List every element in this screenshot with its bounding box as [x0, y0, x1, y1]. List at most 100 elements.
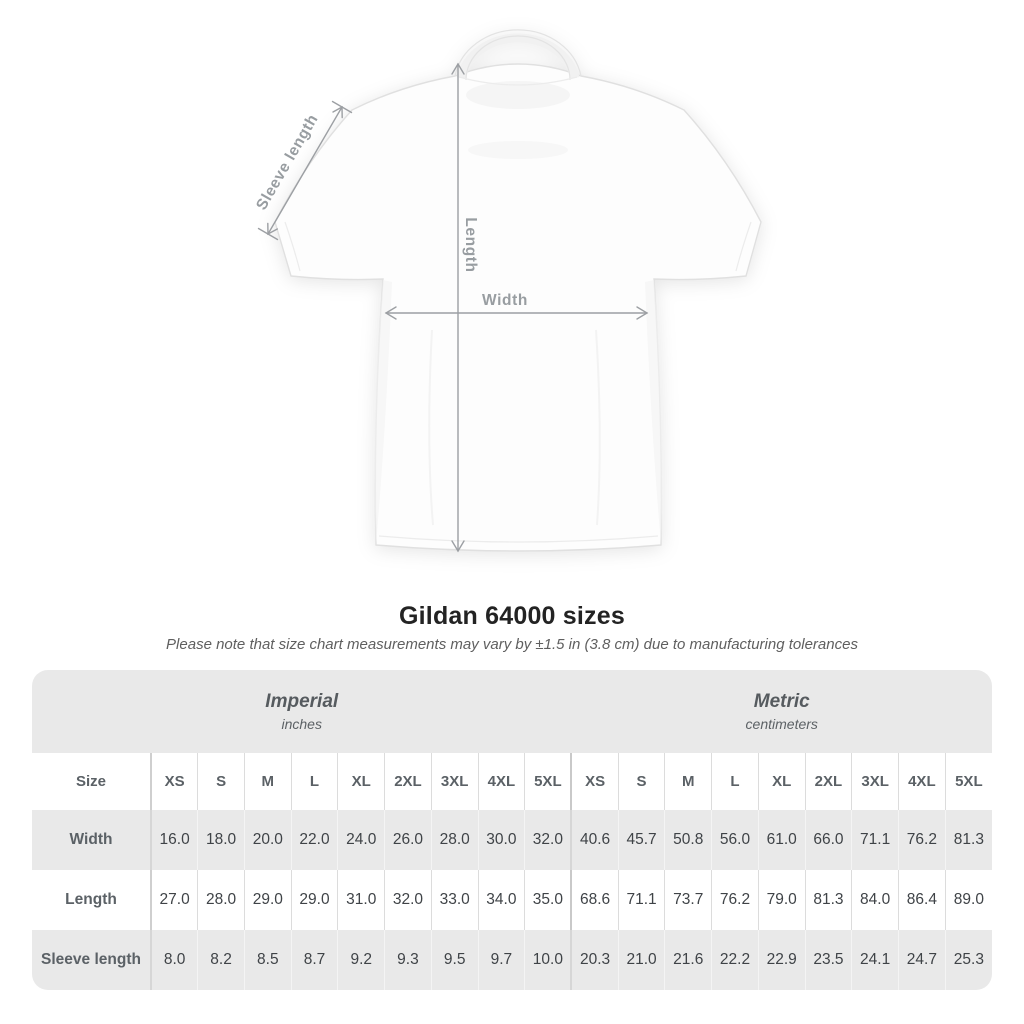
- value-cell: 25.3: [944, 930, 992, 990]
- left-side-shade: [374, 280, 392, 544]
- size-header-row: Size XS S M L XL 2XL 3XL 4XL 5XL XS S M L XL 2XL 3XL 4XL…: [32, 753, 992, 810]
- size-table: Imperial inches Metric centimeters Size …: [32, 670, 992, 990]
- value-cell: 76.2: [711, 870, 759, 930]
- page-title: Gildan 64000 sizes: [399, 602, 625, 630]
- value-cell: 30.0: [477, 810, 525, 870]
- metric-group-header: Metric centimeters: [571, 670, 992, 753]
- value-cell: 81.3: [804, 870, 852, 930]
- right-sleeve-stitch: [735, 221, 752, 272]
- size-header-metric-l: L: [711, 753, 759, 810]
- size-header-imperial-m: M: [243, 753, 292, 810]
- value-cell: 20.0: [243, 810, 292, 870]
- value-cell: 22.2: [711, 930, 759, 990]
- length-arrow: [451, 62, 465, 553]
- value-cell: 81.3: [944, 810, 992, 870]
- measurement-row-length: Length 27.0 28.0 29.0 29.0 31.0 32.0 33.0 34.0 35…: [32, 870, 992, 930]
- value-cell: 20.3: [570, 930, 619, 990]
- value-cell: 76.2: [898, 810, 946, 870]
- sleeve-length-arrow: [257, 100, 353, 241]
- value-cell: 68.6: [570, 870, 619, 930]
- left-sleeve-stitch: [284, 221, 301, 272]
- value-cell: 50.8: [664, 810, 712, 870]
- size-header-imperial-2xl: 2XL: [384, 753, 432, 810]
- shirt-measurement-diagram: Sleeve length Length Width: [253, 29, 762, 553]
- value-cell: 22.0: [290, 810, 338, 870]
- size-header-metric-3xl: 3XL: [851, 753, 899, 810]
- size-header-metric-xl: XL: [757, 753, 806, 810]
- tshirt-graphic: [274, 29, 762, 552]
- wrinkle-right: [595, 329, 601, 526]
- value-cell: 9.7: [477, 930, 525, 990]
- tshirt-svg: Sleeve length Length Width: [253, 29, 762, 553]
- value-cell: 10.0: [524, 930, 572, 990]
- collar-inner-seam: [465, 35, 571, 81]
- value-cell: 45.7: [617, 810, 665, 870]
- value-cell: 28.0: [197, 870, 245, 930]
- size-header-imperial-5xl: 5XL: [524, 753, 572, 810]
- value-cell: 29.0: [290, 870, 338, 930]
- width-label: Width: [482, 292, 528, 309]
- value-cell: 24.0: [337, 810, 385, 870]
- value-cell: 61.0: [757, 810, 806, 870]
- size-header-imperial-3xl: 3XL: [430, 753, 479, 810]
- value-cell: 40.6: [570, 810, 619, 870]
- value-cell: 23.5: [804, 930, 852, 990]
- value-cell: 24.1: [851, 930, 899, 990]
- inner-neck-shade: [466, 81, 570, 109]
- value-cell: 34.0: [477, 870, 525, 930]
- size-header-metric-4xl: 4XL: [898, 753, 946, 810]
- value-cell: 56.0: [711, 810, 759, 870]
- value-cell: 84.0: [851, 870, 899, 930]
- value-cell: 9.3: [384, 930, 432, 990]
- value-cell: 8.5: [243, 930, 292, 990]
- imperial-group-header: Imperial inches: [32, 670, 572, 753]
- size-header-imperial-xl: XL: [337, 753, 385, 810]
- size-header-metric-2xl: 2XL: [804, 753, 852, 810]
- value-cell: 9.2: [337, 930, 385, 990]
- measurement-row-sleeve-length: Sleeve length 8.0 8.2 8.5 8.7 9.2 9.3 9.5 9.7 10.…: [32, 930, 992, 990]
- tolerance-note: Please note that size chart measurements…: [166, 636, 858, 653]
- value-cell: 8.0: [150, 930, 198, 990]
- value-cell: 9.5: [430, 930, 479, 990]
- imperial-group-sublabel: inches: [281, 716, 322, 733]
- value-cell: 33.0: [430, 870, 479, 930]
- under-collar-shade: [468, 141, 568, 159]
- value-cell: 28.0: [430, 810, 479, 870]
- value-cell: 18.0: [197, 810, 245, 870]
- collar-band: [456, 33, 580, 80]
- size-header-imperial-4xl: 4XL: [477, 753, 525, 810]
- value-cell: 71.1: [617, 870, 665, 930]
- imperial-group-label: Imperial: [265, 690, 339, 712]
- measurement-row-width: Width 16.0 18.0 20.0 22.0 24.0 26.0 28.0 30.0 32.…: [32, 810, 992, 870]
- size-header-metric-xs: XS: [570, 753, 619, 810]
- row-label: Length: [32, 870, 151, 930]
- value-cell: 8.7: [290, 930, 338, 990]
- unit-group-row: Imperial inches Metric centimeters: [32, 670, 992, 753]
- size-header-metric-s: S: [617, 753, 665, 810]
- value-cell: 27.0: [150, 870, 198, 930]
- value-cell: 79.0: [757, 870, 806, 930]
- right-side-shade: [645, 280, 663, 544]
- collar-outer-seam: [454, 29, 582, 77]
- wrinkle-left: [428, 329, 434, 526]
- length-label: Length: [462, 217, 479, 272]
- value-cell: 86.4: [898, 870, 946, 930]
- size-header-imperial-xs: XS: [150, 753, 198, 810]
- size-header-imperial-l: L: [290, 753, 338, 810]
- value-cell: 16.0: [150, 810, 198, 870]
- back-neck-seam: [458, 76, 578, 86]
- value-cell: 35.0: [524, 870, 572, 930]
- value-cell: 89.0: [944, 870, 992, 930]
- value-cell: 21.6: [664, 930, 712, 990]
- value-cell: 73.7: [664, 870, 712, 930]
- row-label: Sleeve length: [32, 930, 151, 990]
- value-cell: 66.0: [804, 810, 852, 870]
- value-cell: 32.0: [384, 870, 432, 930]
- size-header-metric-5xl: 5XL: [944, 753, 992, 810]
- value-cell: 8.2: [197, 930, 245, 990]
- size-corner-label: Size: [32, 753, 151, 810]
- value-cell: 71.1: [851, 810, 899, 870]
- size-table-container: Imperial inches Metric centimeters Size …: [32, 670, 992, 990]
- metric-group-label: Metric: [753, 690, 810, 712]
- size-header-imperial-s: S: [197, 753, 245, 810]
